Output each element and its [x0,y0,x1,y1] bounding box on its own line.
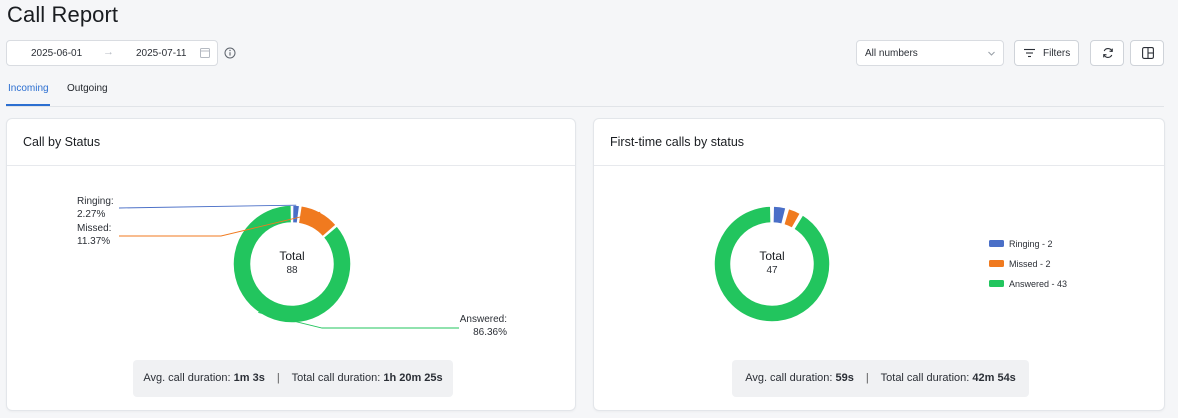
ringing-leader-line [118,204,297,209]
answered-percent: 86.36% [473,327,507,338]
chevron-down-icon [988,51,995,56]
donut-total-value: 88 [286,265,298,276]
refresh-button[interactable] [1090,40,1124,66]
refresh-icon [1103,48,1113,58]
call-duration-summary: Avg. call duration: 59s | Total call dur… [732,360,1029,397]
avg-duration-label: Avg. call duration: [143,372,231,384]
card-divider [7,165,575,166]
layout-button[interactable] [1130,40,1164,66]
end-date[interactable]: 2025-07-11 [136,48,187,59]
numbers-select[interactable]: All numbers [856,40,1004,66]
filters-label: Filters [1043,48,1071,59]
avg-duration-value: 1m 3s [233,372,265,384]
tab-outgoing[interactable]: Outgoing [67,83,108,94]
first-time-calls-card: First-time calls by status Total 47 Ring… [593,118,1165,411]
missed-percent: 11.37% [77,236,110,247]
filters-button[interactable]: Filters [1014,40,1079,66]
avg-duration-value: 59s [835,372,854,384]
answered-leader-line [258,311,459,329]
call-by-status-card: Call by Status Total 88 Ringing: 2.27% M… [6,118,576,411]
ringing-percent: 2.27% [77,209,105,220]
total-duration-label: Total call duration: [880,372,970,384]
card-title: First-time calls by status [610,135,745,149]
donut-slice-answered[interactable] [713,205,831,323]
donut-total-label: Total [279,249,304,263]
legend-item-ringing[interactable]: Ringing - 2 [1009,239,1053,249]
legend-swatch-ringing [989,240,1004,247]
donut-slice-ringing[interactable] [772,205,788,226]
tabs-divider [6,106,1164,107]
total-duration-label: Total call duration: [291,372,381,384]
donut-total-value: 47 [766,265,778,276]
avg-duration-label: Avg. call duration: [745,372,833,384]
start-date[interactable]: 2025-06-01 [31,48,83,59]
numbers-select-value: All numbers [865,48,918,59]
summary-separator: | [865,372,869,384]
legend-swatch-answered [989,280,1004,287]
legend-item-answered[interactable]: Answered - 43 [1009,279,1067,289]
summary-separator: | [276,372,280,384]
card-divider [594,165,1164,166]
total-duration-value: 42m 54s [972,372,1016,384]
card-title: Call by Status [23,135,101,149]
donut-total-label: Total [759,249,784,263]
donut-slice-missed[interactable] [782,207,802,230]
total-duration-value: 1h 20m 25s [383,372,443,384]
calendar-icon [200,48,210,58]
first-time-calls-donut-chart: Total 47 Ringing - 2 Missed - 2 Answered -… [713,205,1067,323]
info-icon[interactable] [224,47,236,59]
legend-item-missed[interactable]: Missed - 2 [1009,259,1051,269]
tab-incoming[interactable]: Incoming [8,83,49,94]
active-tab-indicator [6,104,50,106]
arrow-right-icon: → [103,46,114,58]
layout-icon [1142,47,1154,59]
missed-leader-line [119,211,321,237]
date-range-picker[interactable]: 2025-06-01 → 2025-07-11 [6,40,218,66]
filter-icon [1024,48,1035,58]
call-status-donut-chart: Total 88 Ringing: 2.27% Missed: 11.37% A… [77,196,507,338]
donut-slice-answered[interactable] [232,204,352,324]
ringing-label: Ringing: [77,196,114,207]
missed-label: Missed: [77,223,111,234]
answered-label: Answered: [460,314,507,325]
legend-swatch-missed [989,260,1004,267]
page-title: Call Report [7,2,119,27]
donut-slice-missed[interactable] [297,204,338,238]
call-duration-summary: Avg. call duration: 1m 3s | Total call d… [133,360,453,397]
